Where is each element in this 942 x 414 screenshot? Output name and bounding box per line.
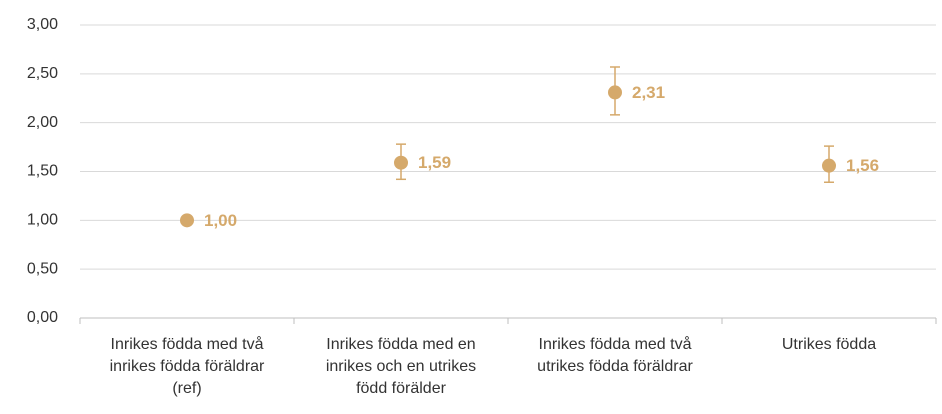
x-tick-label: Utrikes födda [781,336,877,353]
y-tick-label: 0,00 [27,309,58,326]
point [394,155,408,170]
x-tick-label: Inrikes födda med två inrikes födda förä… [109,336,265,397]
point [180,213,194,228]
value-label: 1,00 [204,211,237,230]
y-tick-label: 1,00 [27,212,58,229]
point [822,158,836,173]
value-label: 2,31 [632,83,665,102]
y-tick-label: 1,50 [27,163,58,180]
point [608,85,622,100]
value-label: 1,56 [846,156,879,175]
y-tick-label: 2,00 [27,114,58,131]
x-tick-label: Inrikes födda med två utrikes födda förä… [537,336,693,375]
value-label: 1,59 [418,153,451,172]
y-tick-label: 0,50 [27,260,58,277]
y-tick-label: 3,00 [27,16,58,33]
y-tick-label: 2,50 [27,65,58,82]
x-tick-label: Inrikes födda med en inrikes och en utri… [325,336,477,397]
